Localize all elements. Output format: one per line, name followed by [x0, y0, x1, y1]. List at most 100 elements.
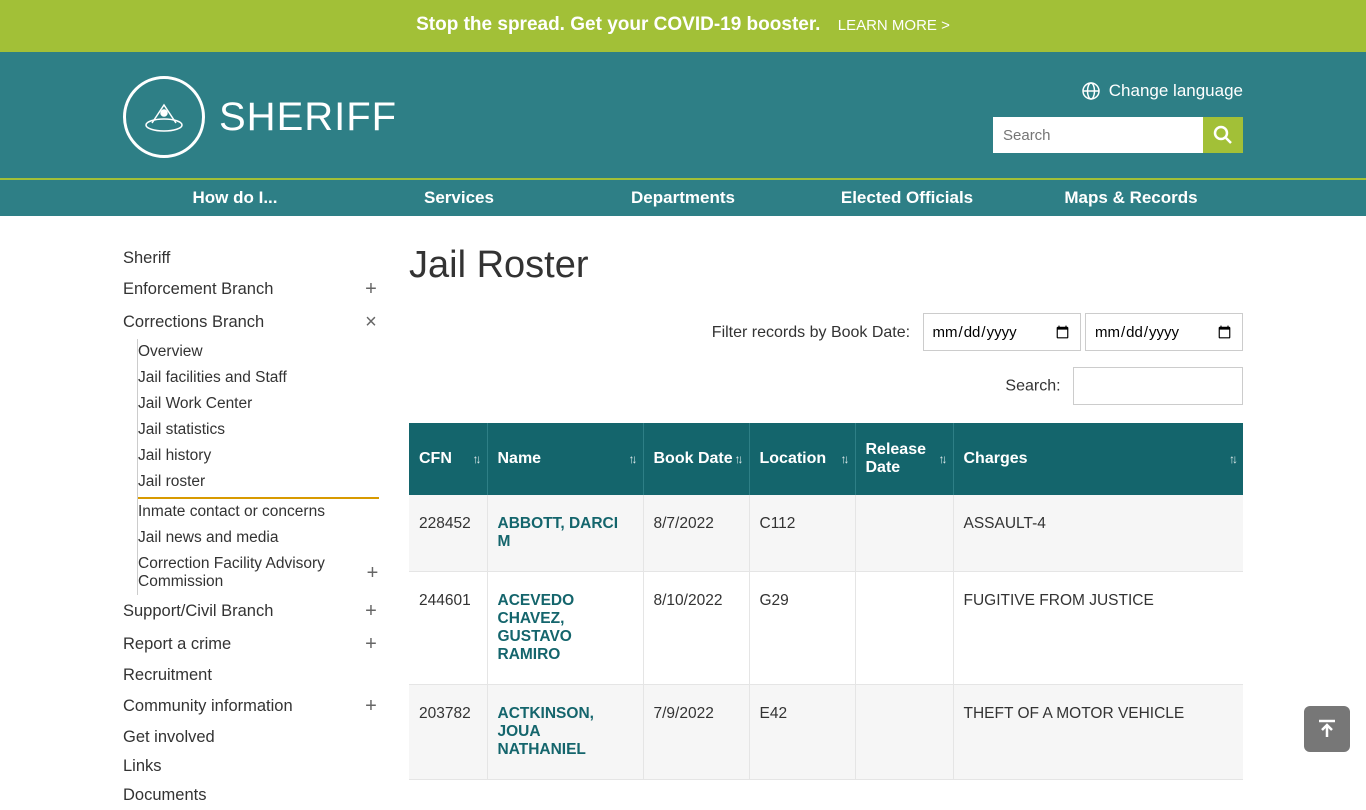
column-header-cfn[interactable]: CFN↑↓: [409, 423, 487, 495]
covid-banner: Stop the spread. Get your COVID-19 boost…: [0, 0, 1366, 50]
sidebar-item-6[interactable]: Community information +: [123, 690, 379, 723]
search-button[interactable]: [1203, 117, 1243, 153]
plus-icon[interactable]: +: [366, 562, 379, 585]
banner-text: Stop the spread. Get your COVID-19 boost…: [416, 14, 820, 35]
sort-icon: ↑↓: [473, 452, 479, 466]
column-header-name[interactable]: Name↑↓: [487, 423, 643, 495]
sidebar-subitem-1[interactable]: Jail facilities and Staff: [138, 365, 379, 391]
sidebar-subitem-5[interactable]: Jail roster: [138, 469, 379, 499]
sidebar-subitem-8[interactable]: Correction Facility Advisory Commission+: [138, 551, 379, 595]
nav-item-3[interactable]: Elected Officials: [795, 180, 1019, 216]
filter-date-to[interactable]: [1085, 313, 1243, 351]
cell-name: ABBOTT, DARCI M: [487, 495, 643, 572]
cell-cfn: 228452: [409, 495, 487, 572]
sidebar-item-3[interactable]: Support/Civil Branch +: [123, 595, 379, 628]
cell-charges: THEFT OF A MOTOR VEHICLE: [953, 685, 1243, 780]
sidebar-item-label: Enforcement Branch: [123, 280, 273, 299]
sidebar-item-label: Get involved: [123, 728, 215, 747]
page-title: Jail Roster: [409, 244, 1243, 287]
sidebar-submenu: Overview Jail facilities and Staff Jail Wo…: [137, 339, 379, 595]
sort-icon: ↑↓: [939, 452, 945, 466]
sidebar-item-4[interactable]: Report a crime+: [123, 628, 379, 661]
sort-icon: ↑↓: [841, 452, 847, 466]
search-input[interactable]: [993, 117, 1203, 153]
cell-charges: ASSAULT-4: [953, 495, 1243, 572]
sidebar-item-0[interactable]: Sheriff: [123, 244, 379, 273]
cell-name: ACTKINSON, JOUA NATHANIEL: [487, 685, 643, 780]
back-to-top-button[interactable]: [1304, 706, 1350, 752]
sidebar-item-label: Links: [123, 757, 162, 776]
cell-book-date: 7/9/2022: [643, 685, 749, 780]
sidebar-item-label: Inmate contact or concerns: [138, 503, 325, 521]
column-header-location[interactable]: Location↑↓: [749, 423, 855, 495]
sidebar-item-9[interactable]: Documents: [123, 781, 379, 810]
search-label: Search:: [1005, 378, 1060, 395]
filter-date-from[interactable]: [923, 313, 1081, 351]
sidebar-subitem-2[interactable]: Jail Work Center: [138, 391, 379, 417]
county-seal-icon: [123, 76, 205, 158]
cell-book-date: 8/10/2022: [643, 572, 749, 685]
sidebar-item-8[interactable]: Links: [123, 752, 379, 781]
column-header-release-date[interactable]: Release Date↑↓: [855, 423, 953, 495]
plus-icon[interactable]: +: [363, 278, 379, 301]
logo-area[interactable]: SHERIFF: [123, 76, 397, 158]
sidebar-item-7[interactable]: Get involved: [123, 723, 379, 752]
sidebar-item-label: Sheriff: [123, 249, 170, 268]
cell-release-date: [855, 495, 953, 572]
banner-learn-more-link[interactable]: LEARN MORE >: [838, 17, 950, 34]
sort-icon: ↑↓: [629, 452, 635, 466]
inmate-name-link[interactable]: ACEVEDO CHAVEZ, GUSTAVO RAMIRO: [498, 592, 575, 663]
sort-icon: ↑↓: [735, 452, 741, 466]
roster-table: CFN↑↓Name↑↓Book Date↑↓Location↑↓Release …: [409, 423, 1243, 780]
sidebar-item-label: Overview: [138, 343, 203, 361]
nav-item-4[interactable]: Maps & Records: [1019, 180, 1243, 216]
plus-icon[interactable]: +: [363, 633, 379, 656]
sidebar-item-label: Jail Work Center: [138, 395, 252, 413]
column-header-charges[interactable]: Charges↑↓: [953, 423, 1243, 495]
sidebar-item-1[interactable]: Enforcement Branch +: [123, 273, 379, 306]
sidebar-item-label: Recruitment: [123, 666, 212, 685]
sidebar-subitem-6[interactable]: Inmate contact or concerns: [138, 499, 379, 525]
sidebar-item-label: Jail history: [138, 447, 211, 465]
cell-cfn: 203782: [409, 685, 487, 780]
cell-cfn: 244601: [409, 572, 487, 685]
sidebar-item-label: Jail facilities and Staff: [138, 369, 287, 387]
close-icon[interactable]: ×: [363, 311, 379, 334]
cell-charges: FUGITIVE FROM JUSTICE: [953, 572, 1243, 685]
plus-icon[interactable]: +: [363, 600, 379, 623]
site-header: SHERIFF Change language: [0, 50, 1366, 178]
sidebar-item-5[interactable]: Recruitment: [123, 661, 379, 690]
table-search-input[interactable]: [1073, 367, 1243, 405]
table-row: 244601ACEVEDO CHAVEZ, GUSTAVO RAMIRO 8/10…: [409, 572, 1243, 685]
change-language-label: Change language: [1109, 81, 1243, 101]
site-title: SHERIFF: [219, 95, 397, 140]
sidebar-item-label: Support/Civil Branch: [123, 602, 273, 621]
sidebar-subitem-7[interactable]: Jail news and media: [138, 525, 379, 551]
globe-icon: [1081, 81, 1101, 101]
sidebar-item-2[interactable]: Corrections Branch ×: [123, 306, 379, 339]
column-header-book-date[interactable]: Book Date↑↓: [643, 423, 749, 495]
arrow-up-icon: [1315, 717, 1339, 741]
plus-icon[interactable]: +: [363, 695, 379, 718]
inmate-name-link[interactable]: ACTKINSON, JOUA NATHANIEL: [498, 705, 594, 758]
inmate-name-link[interactable]: ABBOTT, DARCI M: [498, 515, 619, 550]
sidebar-item-label: Jail statistics: [138, 421, 225, 439]
sidebar-item-label: Community information: [123, 697, 293, 716]
nav-item-2[interactable]: Departments: [571, 180, 795, 216]
nav-item-0[interactable]: How do I...: [123, 180, 347, 216]
sidebar-subitem-0[interactable]: Overview: [138, 339, 379, 365]
cell-location: C112: [749, 495, 855, 572]
sidebar-item-label: Corrections Branch: [123, 313, 264, 332]
table-row: 203782ACTKINSON, JOUA NATHANIEL7/9/2022E…: [409, 685, 1243, 780]
search-filter-row: Search:: [409, 367, 1243, 405]
cell-release-date: [855, 572, 953, 685]
site-search: [993, 117, 1243, 153]
sidebar-item-label: Jail news and media: [138, 529, 278, 547]
table-row: 228452ABBOTT, DARCI M8/7/2022C112ASSAULT…: [409, 495, 1243, 572]
sidebar-subitem-3[interactable]: Jail statistics: [138, 417, 379, 443]
sidebar-subitem-4[interactable]: Jail history: [138, 443, 379, 469]
nav-item-1[interactable]: Services: [347, 180, 571, 216]
sidebar-nav: Sheriff Enforcement Branch + Corrections Br…: [123, 244, 379, 810]
change-language-link[interactable]: Change language: [1081, 81, 1243, 101]
sidebar-item-label: Jail roster: [138, 473, 205, 491]
